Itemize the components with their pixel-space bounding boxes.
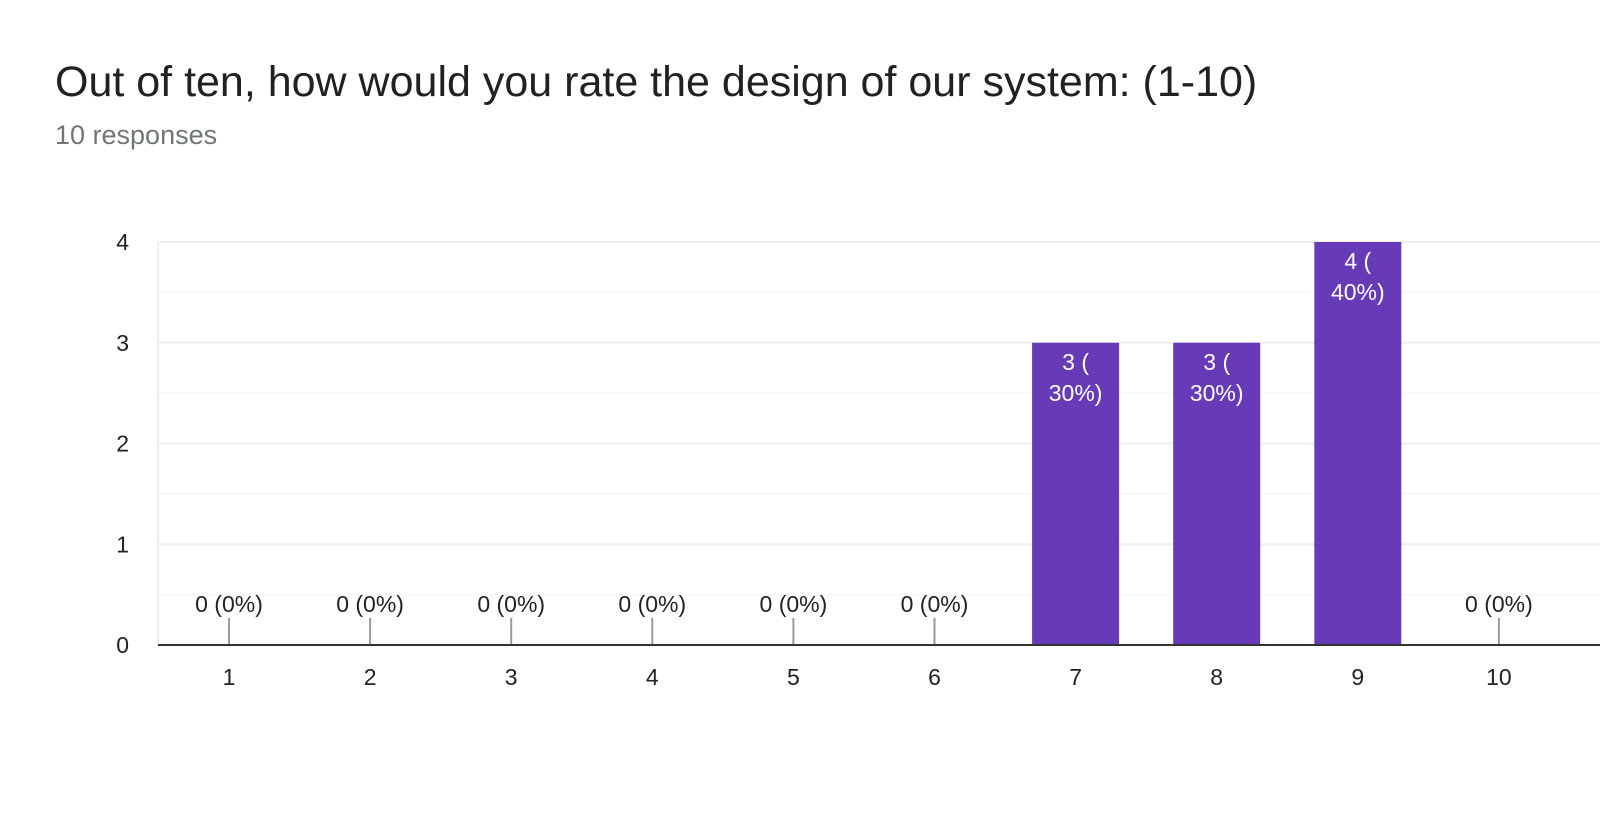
x-tick-label: 6 bbox=[928, 664, 941, 690]
bar bbox=[1032, 342, 1120, 645]
bar bbox=[1173, 342, 1261, 645]
y-tick-label: 2 bbox=[116, 431, 129, 457]
x-tick-label: 5 bbox=[787, 664, 800, 690]
data-label: 4 (40%) bbox=[1331, 248, 1385, 305]
bar bbox=[1314, 242, 1402, 645]
x-tick-label: 1 bbox=[223, 664, 236, 690]
response-count: 10 responses bbox=[55, 120, 218, 150]
data-label: 0 (0%) bbox=[760, 591, 828, 617]
chart-title: Out of ten, how would you rate the desig… bbox=[55, 58, 1258, 106]
x-tick-label: 4 bbox=[646, 664, 659, 690]
x-tick-label: 8 bbox=[1210, 664, 1223, 690]
data-label: 3 (30%) bbox=[1049, 349, 1103, 406]
data-label: 3 (30%) bbox=[1190, 349, 1244, 406]
data-label: 0 (0%) bbox=[1465, 591, 1533, 617]
x-tick-label: 3 bbox=[505, 664, 518, 690]
data-label: 0 (0%) bbox=[901, 591, 969, 617]
y-tick-label: 0 bbox=[116, 632, 129, 658]
y-tick-label: 1 bbox=[116, 531, 129, 557]
data-label: 0 (0%) bbox=[336, 591, 404, 617]
data-label: 0 (0%) bbox=[477, 591, 545, 617]
x-tick-label: 9 bbox=[1351, 664, 1364, 690]
data-label: 0 (0%) bbox=[195, 591, 263, 617]
x-tick-label: 7 bbox=[1069, 664, 1082, 690]
data-label: 0 (0%) bbox=[618, 591, 686, 617]
x-tick-label: 10 bbox=[1486, 664, 1512, 690]
y-tick-label: 4 bbox=[116, 229, 129, 255]
x-tick-label: 2 bbox=[364, 664, 377, 690]
y-tick-label: 3 bbox=[116, 330, 129, 356]
